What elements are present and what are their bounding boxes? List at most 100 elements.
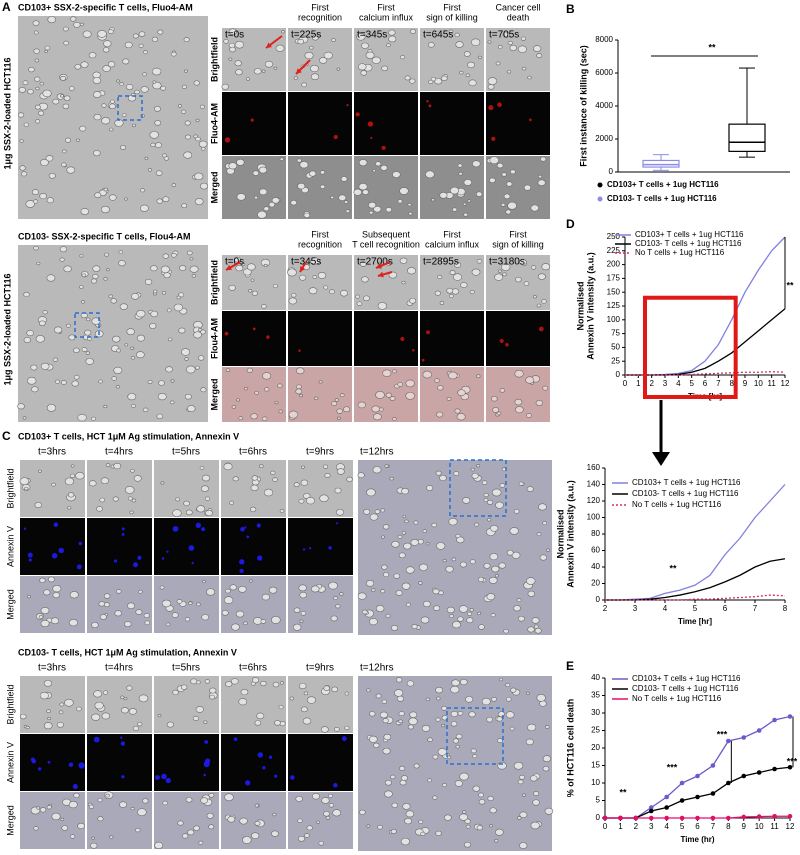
spot [240,527,245,532]
cell [339,592,344,596]
cell [487,77,498,85]
spot [539,326,544,332]
cell [357,472,365,479]
cell [96,506,103,512]
point [772,766,777,772]
point [695,815,700,821]
cell [251,475,258,481]
cell [64,477,75,486]
cell [345,209,350,213]
image [221,518,286,575]
spot [72,784,78,790]
cell [444,814,452,821]
x-tick-label: 5 [680,822,685,831]
cell [93,150,101,157]
cell [197,328,203,332]
x-tick-label: 11 [768,379,777,388]
panel-label: B [566,2,575,16]
cell [389,396,396,401]
spot [120,741,126,746]
cell [228,28,237,36]
y-axis-label: % of HCT116 cell death [565,699,575,798]
cell [92,273,99,279]
column-header: recognition [298,12,342,22]
cell [542,521,548,526]
cell [456,413,466,421]
cell [99,497,106,503]
time-label: t=3hrs [38,447,66,458]
cell [205,509,213,517]
cell [157,392,167,401]
time-label: t=2895s [423,257,459,268]
cell [22,80,29,86]
cell [251,677,260,684]
cell [399,779,407,786]
cell [476,464,481,468]
point [710,791,716,796]
cell [359,809,366,815]
cell [298,584,307,592]
cell [102,65,111,72]
cell [330,615,338,622]
panel-label: A [2,0,11,14]
column-header: Cancer cell [495,2,540,12]
spot [250,118,254,122]
cell [91,713,101,721]
x-tick-label: 7 [716,379,721,388]
cell [400,55,406,60]
cell [450,721,458,727]
cell [487,795,494,802]
cell [260,619,267,624]
cell [536,303,542,308]
x-tick-label: 8 [783,604,788,613]
cell [233,256,241,263]
legend-label: No T cells + 1ug HCT116 [635,248,725,257]
cell [290,200,297,206]
cell [135,609,143,615]
cell [398,711,405,717]
cell [401,582,411,590]
series-line [605,594,786,601]
cell [33,199,39,204]
cell [478,792,484,798]
cell [261,593,270,601]
cell [46,805,52,810]
cell [409,78,416,84]
cell [161,291,167,295]
cell [465,73,471,78]
cell [366,688,371,693]
cell [459,70,464,75]
spot [137,555,142,560]
cell [361,42,369,49]
cell [232,476,239,482]
point [664,794,669,800]
cell [343,406,351,413]
cell [206,812,214,819]
annotation: *** [667,762,678,772]
spot [268,755,273,759]
x-tick-label: 6 [723,604,728,613]
cell [109,835,114,839]
cell [18,86,26,93]
cell [157,713,162,718]
cell [38,469,42,473]
cell [278,705,284,710]
cell [395,590,403,596]
spot [400,336,405,341]
cell [302,717,312,725]
cell [513,761,524,770]
cell [435,830,442,837]
cell [384,464,389,468]
cell [126,685,133,691]
cell [383,733,392,741]
cell [491,488,502,497]
cell [101,117,111,125]
cell [124,486,135,494]
cell [24,486,29,491]
cell [209,694,216,700]
cell [162,800,168,806]
cell [494,273,504,281]
column-header: First [443,229,461,239]
cell [328,803,335,808]
time-label: t=9hrs [306,663,334,674]
